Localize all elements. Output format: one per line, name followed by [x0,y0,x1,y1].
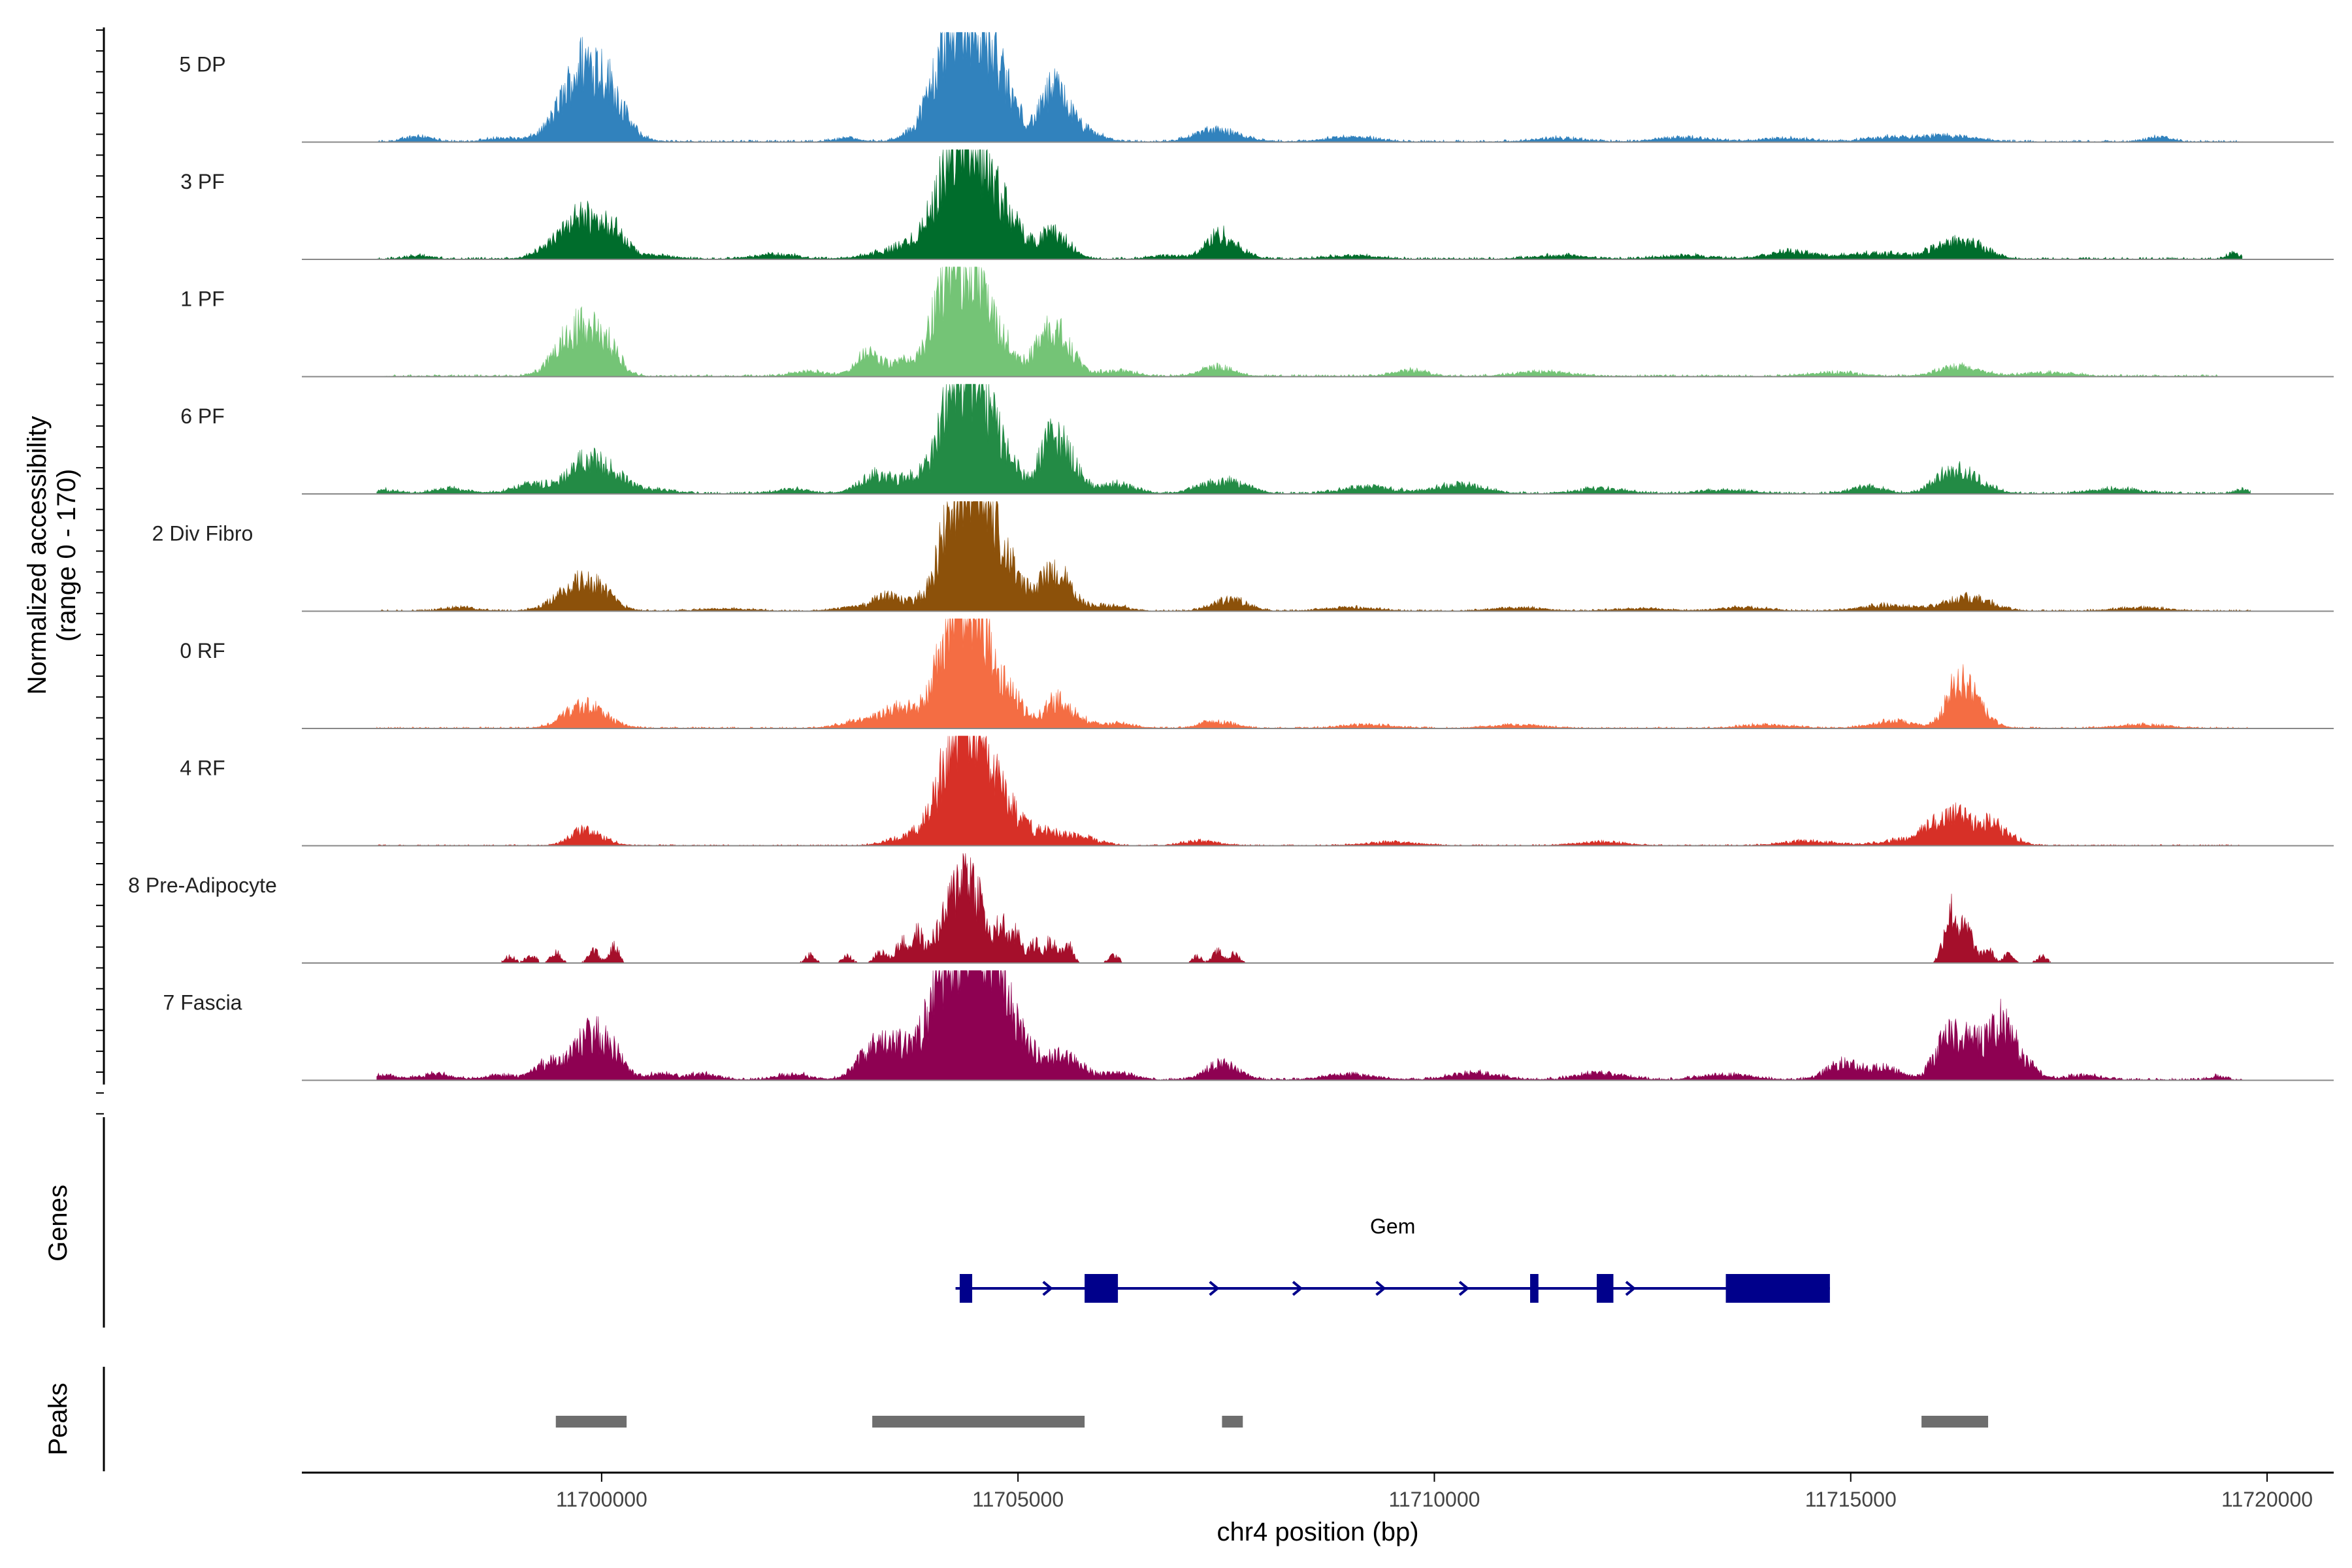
track-label: 3 PF [180,170,225,193]
track-label: 2 Div Fibro [152,522,253,546]
coverage-y-ticks [96,29,104,1115]
peaks-panel-label: Peaks [44,1382,73,1455]
track-0-rf: 0 RF [180,618,2334,729]
track-7-fascia: 7 Fascia [163,970,2334,1081]
coverage-area [376,500,2251,612]
track-label: 1 PF [180,287,225,311]
track-label: 7 Fascia [163,991,242,1015]
y-axis-label-line2: (range 0 - 170) [52,469,81,642]
peak-regions [555,1416,1989,1428]
gene-exon [1725,1274,1830,1303]
track-8-pre-adipocyte: 8 Pre-Adipocyte [128,853,2334,964]
track-label: 5 DP [179,53,225,76]
peak-region [1222,1416,1243,1428]
peak-region [1921,1416,1989,1428]
x-tick-label: 11700000 [556,1488,647,1511]
track-3-pf: 3 PF [180,149,2334,260]
coverage-tracks: 5 DP 3 PF 1 PF 6 PF 2 Div Fibro 0 RF 4 RF 8 Pre… [128,31,2334,1081]
gene-exon [1530,1274,1539,1303]
coverage-area [376,970,2243,1081]
track-1-pf: 1 PF [180,267,2334,378]
x-tick-label: 11715000 [1805,1488,1897,1511]
track-label: 6 PF [180,404,225,428]
track-6-pf: 6 PF [180,384,2334,495]
gene-name-label: Gem [1370,1215,1415,1238]
x-tick-label: 11720000 [2221,1488,2313,1511]
peak-region [872,1416,1085,1428]
x-axis-label: chr4 position (bp) [1217,1518,1418,1546]
strand-arrow [1042,1281,1053,1296]
strand-arrow [1625,1281,1637,1296]
genes-panel-label: Genes [44,1184,73,1262]
x-axis-ticks: 11700000 11705000 11710000 11715000 11720000 [556,1473,2313,1511]
coverage-area [376,384,2251,495]
gene-exon [1085,1274,1119,1303]
gene-exon [1596,1274,1614,1303]
track-label: 0 RF [180,639,225,662]
coverage-area [376,149,2243,260]
strand-arrow [1292,1281,1303,1296]
track-2-div-fibro: 2 Div Fibro [152,500,2334,612]
y-axis-label-line1: Normalized accessibility [23,416,52,695]
track-4-rf: 4 RF [180,736,2334,847]
peak-region [555,1416,627,1428]
track-label: 4 RF [180,757,225,780]
coverage-area [376,31,2243,143]
strand-arrow [1209,1281,1220,1296]
track-label: 8 Pre-Adipocyte [128,874,277,897]
x-tick-label: 11705000 [972,1488,1064,1511]
track-5-dp: 5 DP [179,31,2334,143]
strand-arrow [1458,1281,1470,1296]
strand-arrow [1375,1281,1386,1296]
x-tick-label: 11710000 [1388,1488,1480,1511]
gene-track: Gem [955,1215,1830,1303]
gene-exon [959,1274,973,1303]
